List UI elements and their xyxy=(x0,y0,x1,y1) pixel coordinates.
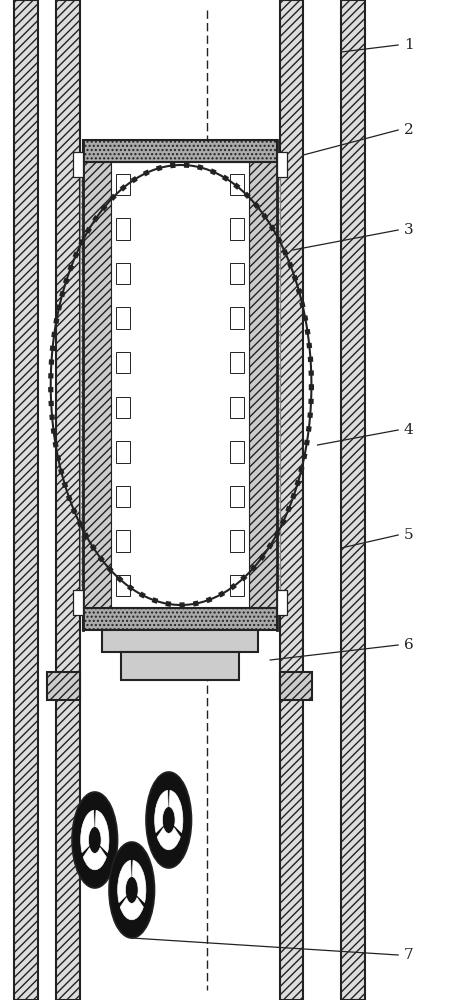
Bar xyxy=(116,575,130,596)
Bar xyxy=(116,397,130,418)
Bar xyxy=(277,162,280,608)
Bar xyxy=(116,441,130,463)
Bar xyxy=(230,218,244,240)
Bar xyxy=(116,486,130,507)
Bar xyxy=(116,352,130,373)
Bar xyxy=(83,140,277,162)
Text: 4: 4 xyxy=(404,423,414,437)
Bar xyxy=(116,218,130,240)
Bar xyxy=(14,0,38,1000)
Bar xyxy=(230,352,244,373)
Text: 3: 3 xyxy=(404,223,413,237)
Bar xyxy=(73,590,83,615)
Bar xyxy=(230,307,244,329)
Bar xyxy=(116,263,130,284)
Bar xyxy=(230,397,244,418)
Bar xyxy=(230,530,244,552)
Bar xyxy=(280,0,303,1000)
Wedge shape xyxy=(81,810,94,853)
Bar xyxy=(230,263,244,284)
Circle shape xyxy=(72,792,118,888)
Bar xyxy=(116,530,130,552)
Bar xyxy=(230,486,244,507)
Bar xyxy=(277,152,287,177)
Bar xyxy=(116,174,130,195)
Wedge shape xyxy=(169,790,183,833)
Circle shape xyxy=(109,842,155,938)
Bar xyxy=(230,575,244,596)
Bar xyxy=(116,307,130,329)
Wedge shape xyxy=(95,810,109,853)
Bar xyxy=(280,672,312,700)
Text: 1: 1 xyxy=(404,38,414,52)
Bar xyxy=(102,630,258,652)
Text: 5: 5 xyxy=(404,528,413,542)
Text: 6: 6 xyxy=(404,638,414,652)
Bar xyxy=(249,162,277,608)
Bar xyxy=(341,0,365,1000)
Bar xyxy=(121,652,239,680)
Bar xyxy=(230,441,244,463)
Text: 2: 2 xyxy=(404,123,414,137)
Bar xyxy=(47,672,80,700)
Wedge shape xyxy=(120,898,143,920)
Bar xyxy=(111,162,249,608)
Bar xyxy=(277,590,287,615)
Bar xyxy=(80,162,83,608)
Wedge shape xyxy=(118,860,131,903)
Text: 7: 7 xyxy=(404,948,413,962)
Wedge shape xyxy=(157,828,180,850)
Bar xyxy=(230,174,244,195)
Bar xyxy=(83,162,111,608)
Bar xyxy=(73,152,83,177)
Wedge shape xyxy=(83,848,106,870)
Circle shape xyxy=(146,772,191,868)
Bar xyxy=(56,0,80,1000)
Bar xyxy=(83,608,277,630)
Wedge shape xyxy=(132,860,146,903)
Wedge shape xyxy=(155,790,168,833)
